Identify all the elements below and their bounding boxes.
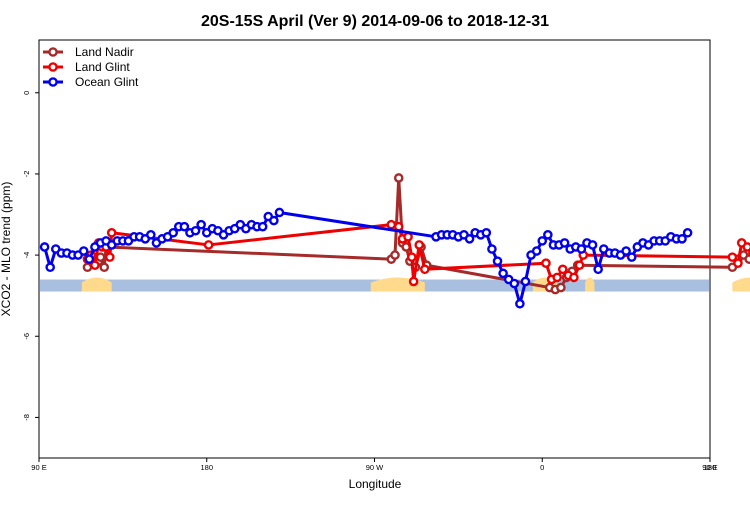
data-point	[520, 276, 531, 287]
data-point	[498, 268, 508, 279]
data-point	[99, 262, 110, 273]
y-tick-label: -6	[22, 333, 31, 340]
data-point	[574, 260, 585, 271]
data-point	[677, 234, 687, 244]
data-point	[742, 242, 750, 252]
legend-swatch-marker	[48, 47, 58, 57]
data-point	[593, 264, 603, 275]
data-point	[45, 262, 55, 273]
data-point	[727, 252, 738, 262]
y-tick-label: -8	[22, 414, 31, 421]
data-point	[393, 173, 404, 183]
data-point	[414, 240, 425, 250]
data-point	[406, 252, 417, 262]
land-band-segment	[732, 277, 750, 292]
x-axis-label: Longitude	[349, 477, 402, 491]
x-tick-label: 180	[200, 463, 213, 472]
x-tick-label: 180	[704, 463, 717, 472]
data-point	[39, 242, 50, 252]
land-band-segment	[81, 277, 112, 292]
data-point	[733, 258, 743, 269]
data-point	[552, 272, 562, 283]
land-band-segment	[585, 277, 595, 292]
data-point	[146, 229, 156, 240]
y-axis: 0 -2 -4 -6 -8	[22, 91, 39, 421]
data-point	[408, 276, 419, 287]
data-point	[515, 298, 525, 309]
data-point	[168, 227, 178, 238]
data-point	[190, 225, 201, 236]
legend-swatch-marker	[48, 77, 58, 87]
data-point	[105, 252, 115, 262]
data-point	[537, 236, 548, 246]
data-point	[390, 250, 400, 260]
data-point	[386, 219, 397, 230]
data-point	[492, 256, 503, 266]
data-point	[196, 219, 206, 230]
x-tick-label: 90 E	[702, 463, 717, 472]
data-point	[84, 254, 95, 264]
data-point	[744, 254, 750, 264]
data-point	[420, 264, 430, 275]
x-tick-label: 90 E	[31, 463, 46, 472]
data-point	[257, 221, 268, 232]
data-point	[464, 234, 475, 244]
data-point	[274, 207, 285, 218]
surface-band	[40, 277, 750, 292]
data-point	[569, 272, 579, 283]
data-point	[531, 246, 542, 256]
y-tick-label: -2	[22, 171, 31, 178]
x-tick-label: 90 W	[366, 463, 384, 472]
series-land-glint	[82, 219, 750, 287]
series-ocean-glint	[39, 207, 693, 309]
data-point	[487, 244, 497, 254]
y-tick-label: 0	[22, 91, 31, 95]
legend-swatch-marker	[48, 62, 58, 72]
legend-label: Land Nadir	[75, 45, 134, 59]
data-point	[481, 227, 492, 238]
x-tick-label: 0	[540, 463, 544, 472]
data-point	[203, 240, 214, 250]
data-point	[682, 227, 693, 238]
data-point	[576, 244, 587, 254]
data-point	[587, 240, 598, 250]
data-point	[557, 264, 568, 275]
legend-label: Land Glint	[75, 60, 130, 74]
y-axis-label: XCO2 - MLO trend (ppm)	[0, 182, 13, 317]
data-point	[559, 238, 570, 248]
series-layer	[39, 173, 750, 309]
legend-label: Ocean Glint	[75, 75, 139, 89]
data-point	[541, 258, 551, 269]
data-point	[179, 221, 190, 232]
data-point	[509, 278, 520, 289]
data-point	[621, 246, 631, 256]
data-point	[106, 227, 117, 238]
data-point	[556, 282, 566, 293]
data-point	[90, 260, 100, 271]
chart-title: 20S-15S April (Ver 9) 2014-09-06 to 2018…	[201, 13, 549, 30]
y-tick-label: -4	[22, 252, 31, 259]
data-point	[543, 229, 553, 240]
data-point	[626, 252, 637, 262]
data-point	[78, 246, 89, 256]
data-point	[269, 215, 279, 226]
